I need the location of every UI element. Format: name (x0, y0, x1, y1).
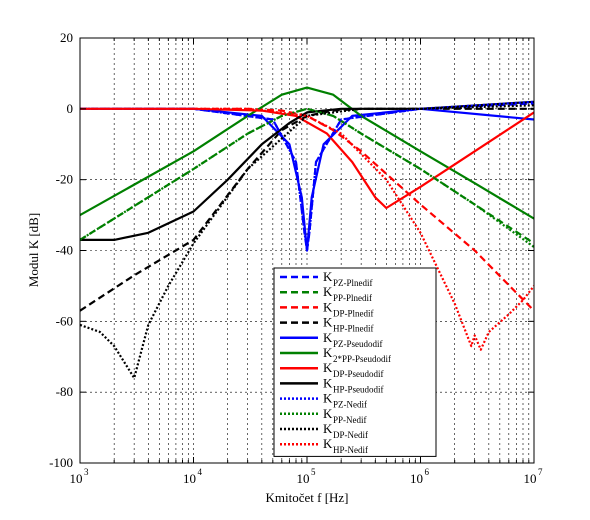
x-tick-label: 10 (183, 471, 196, 486)
x-tick-label: 10 (297, 471, 310, 486)
legend-label-main: K (323, 284, 333, 299)
x-tick-exponent: 3 (84, 467, 89, 477)
series-layer (80, 86, 534, 380)
x-tick-exponent: 4 (198, 467, 203, 477)
series-line-dp-plnedif (80, 107, 534, 312)
tick-marks (80, 37, 534, 464)
y-tick-label: 20 (60, 30, 73, 45)
x-tick-exponent: 6 (425, 467, 430, 477)
y-tick-label: -60 (56, 313, 73, 328)
y-tick-labels: 20 0 -20 -40 -60 -80 -100 (49, 30, 73, 470)
legend-label-sub: PZ-Nedif (333, 400, 367, 410)
legend-label-main: K (323, 406, 333, 421)
x-tick-label: 10 (410, 471, 423, 486)
legend-label-sub: HP-Nedif (333, 445, 368, 455)
legend-label-sub: PZ-Pseudodif (333, 339, 383, 349)
legend-label-sub: PP-Plnedif (333, 293, 372, 303)
legend-label-main: K (323, 375, 333, 390)
x-tick-labels: 10 3 10 4 10 5 10 6 10 7 (70, 467, 544, 486)
legend-label-main: K (323, 345, 333, 360)
legend-label-sub: DP-Pseudodif (333, 369, 384, 379)
legend-label-sub: HP-Plnedif (333, 324, 374, 334)
legend-label-sub: DP-Plnedif (333, 308, 374, 318)
legend-label-main: K (323, 330, 333, 345)
x-tick-label: 10 (70, 471, 83, 486)
legend-label-main: K (323, 391, 333, 406)
x-axis-label: Kmitočet f [Hz] (265, 490, 348, 505)
legend-label-main: K (323, 299, 333, 314)
legend-label-main: K (323, 360, 333, 375)
series-line-dp-nedif (80, 104, 534, 380)
series-line-pp-nedif (80, 107, 534, 248)
legend-label-sub: PP-Nedif (333, 415, 367, 425)
x-tick-label: 10 (524, 471, 537, 486)
legend-label-sub: PZ-Plnedif (333, 278, 373, 288)
y-tick-label: -40 (56, 243, 73, 258)
legend-label-sub: HP-Pseudodif (333, 384, 384, 394)
legend-label-main: K (323, 315, 333, 330)
legend-label-sub: 2*PP-Pseudodif (333, 354, 391, 364)
series-line-pz-pseudodif (80, 107, 534, 252)
x-tick-exponent: 5 (311, 467, 316, 477)
y-axis-label: Modul K [dB] (26, 213, 41, 287)
y-tick-label: -20 (56, 172, 73, 187)
series-line-2-pp-pseudodif (80, 86, 534, 220)
y-tick-label: -80 (56, 384, 73, 399)
series-line-pz-nedif (80, 100, 534, 252)
legend-label-sub: DP-Nedif (333, 430, 368, 440)
y-tick-label: -100 (49, 455, 73, 470)
legend-label-main: K (323, 269, 333, 284)
series-line-hp-nedif (80, 107, 534, 351)
legend-label-main: K (323, 436, 333, 451)
y-tick-label: 0 (67, 101, 74, 116)
series-line-dp-pseudodif (80, 107, 534, 210)
x-tick-exponent: 7 (538, 467, 543, 477)
legend-label-main: K (323, 421, 333, 436)
series-line-hp-pseudodif (80, 100, 534, 241)
legend-box (273, 267, 437, 457)
